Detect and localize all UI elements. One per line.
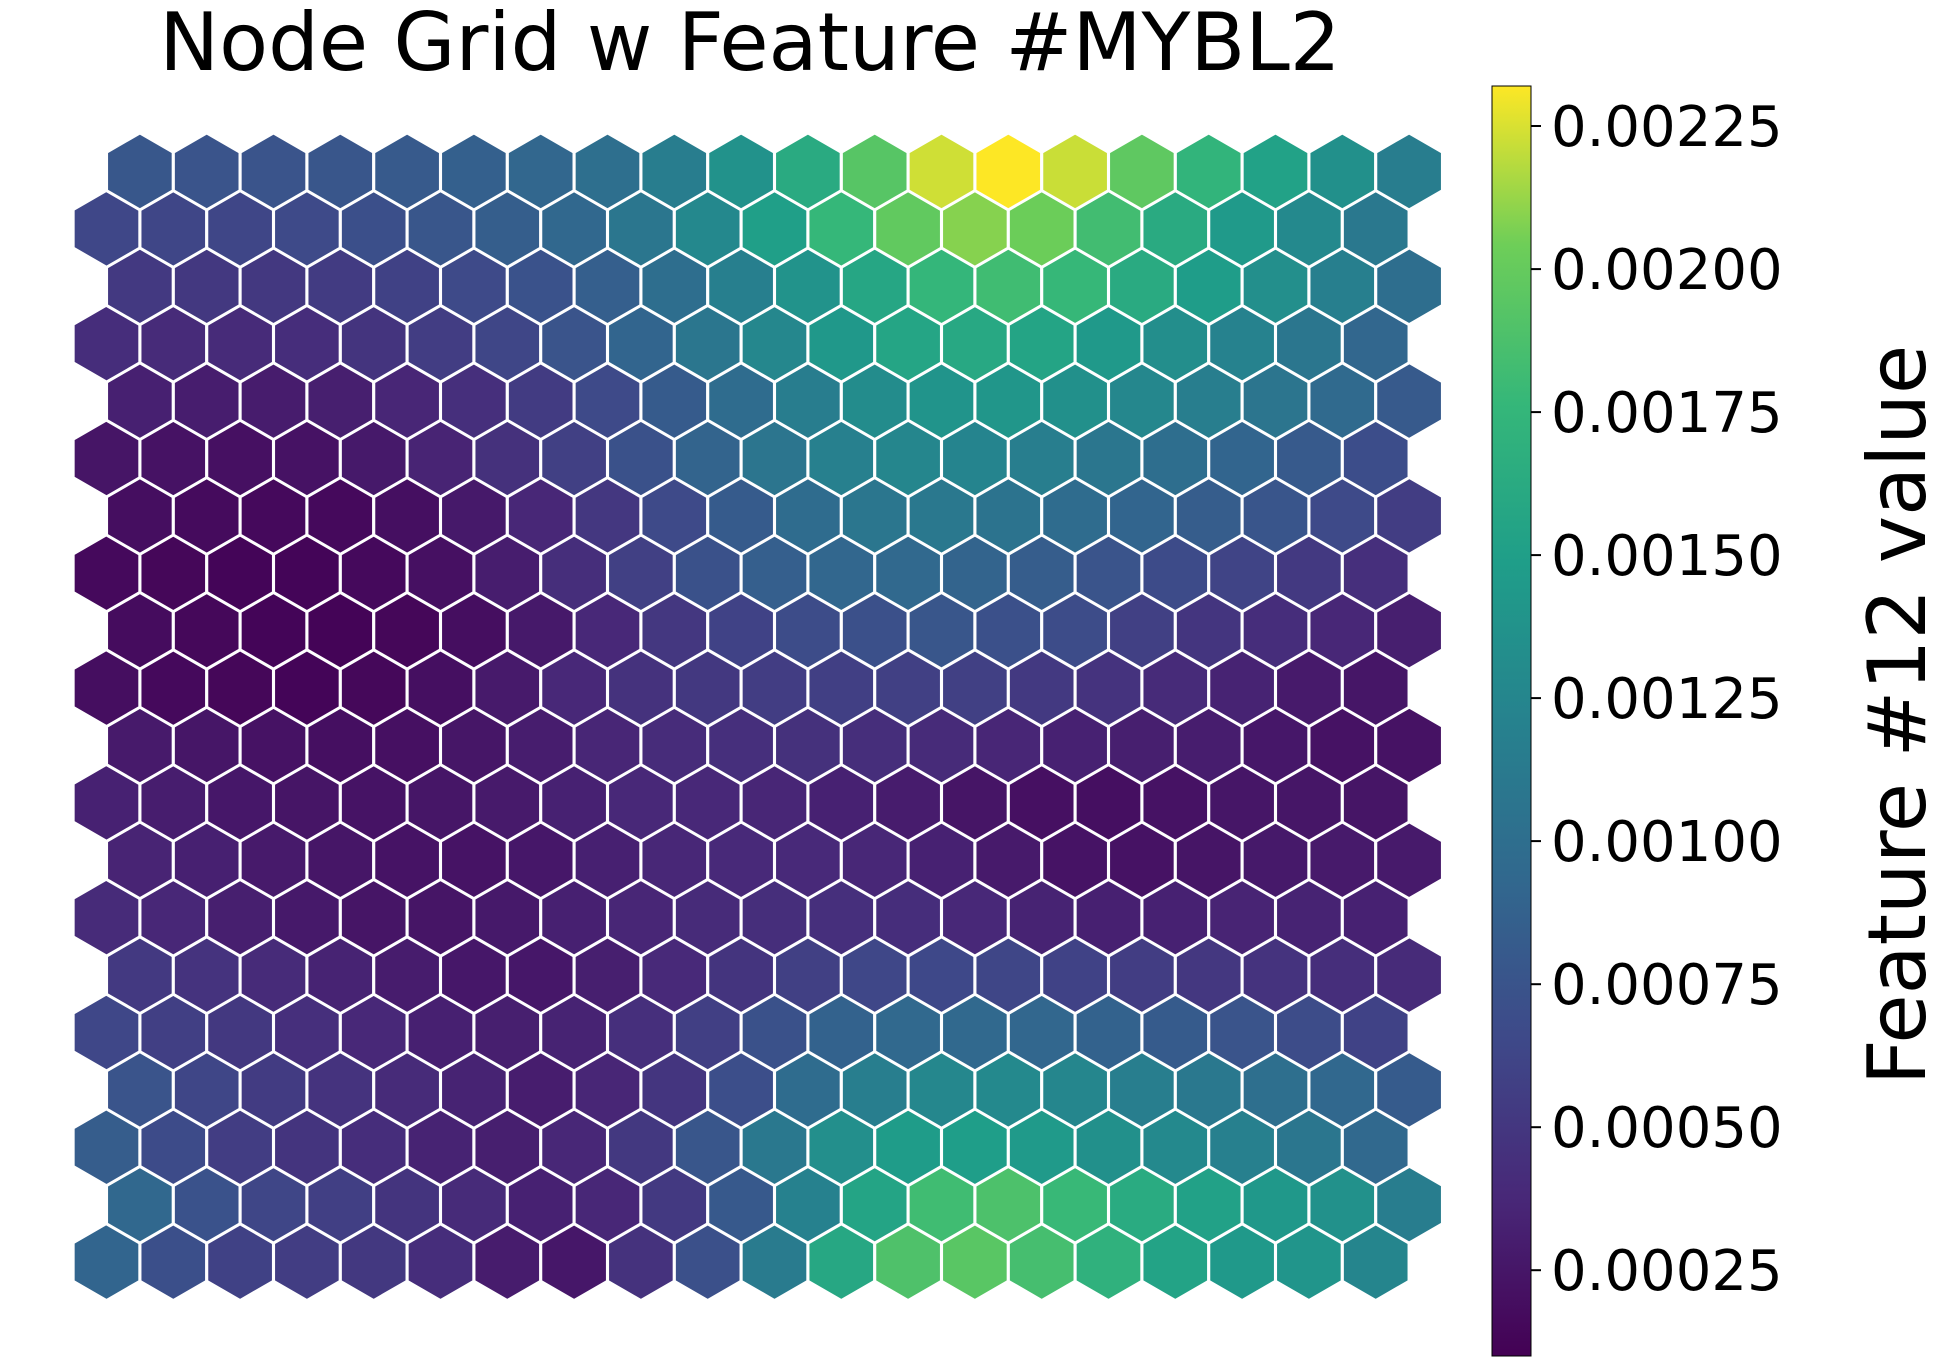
colorbar-tick-label: 0.00200 <box>1551 238 1783 303</box>
colorbar-tick-label: 0.00125 <box>1551 667 1783 732</box>
colorbar-tick-label: 0.00025 <box>1551 1239 1783 1304</box>
colorbar-tick-label: 0.00050 <box>1551 1096 1783 1161</box>
hex-grid <box>71 131 1444 1303</box>
chart-title: Node Grid w Feature #MYBL2 <box>159 0 1340 89</box>
colorbar-tick-label: 0.00150 <box>1551 524 1783 589</box>
colorbar <box>1491 85 1532 1357</box>
colorbar-tick-label: 0.00175 <box>1551 381 1783 446</box>
colorbar-tick-label: 0.00075 <box>1551 953 1783 1018</box>
colorbar-tick-label: 0.00100 <box>1551 810 1783 875</box>
colorbar-tick-label: 0.00225 <box>1551 95 1783 160</box>
colorbar-ticks: 0.00025 0.00050 0.00075 0.00100 0.00125 0.001… <box>1531 95 1783 1304</box>
hex-node <box>1374 131 1444 212</box>
colorbar-label: Feature #12 value <box>1851 345 1944 1086</box>
